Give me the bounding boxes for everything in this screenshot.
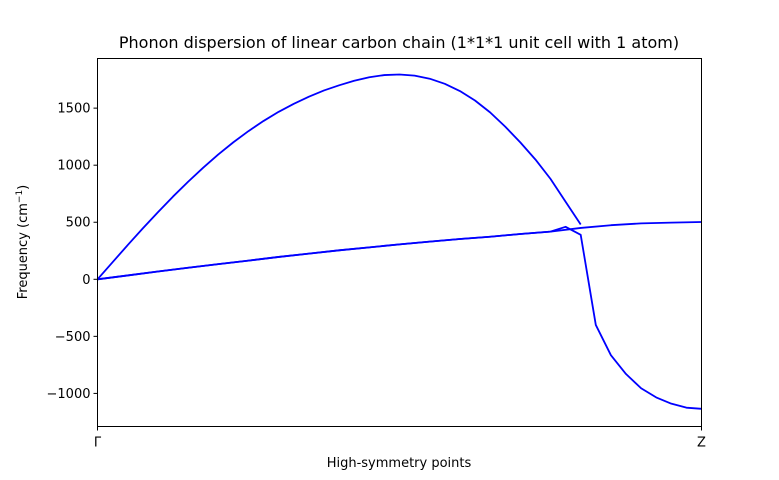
y-tick-label: 1500 <box>57 102 90 117</box>
plot-frame <box>97 58 702 427</box>
x-axis-label: High-symmetry points <box>327 456 472 471</box>
y-axis-label-sup: −1 <box>15 190 25 203</box>
chart-title: Phonon dispersion of linear carbon chain… <box>119 33 679 52</box>
y-axis-label-close: ) <box>16 185 31 190</box>
y-axis-ticks: −1000 −500 0 500 1000 1500 <box>47 102 98 402</box>
y-tick-label: 0 <box>82 273 90 288</box>
y-tick-label: −500 <box>55 330 91 345</box>
y-axis-label: Frequency (cm−1) <box>15 185 31 300</box>
series-lines <box>96 73 702 410</box>
y-axis-label-main: Frequency (cm <box>16 203 31 299</box>
y-tick-label: −1000 <box>47 387 91 402</box>
y-tick-label: 500 <box>66 216 91 231</box>
series-line-3 <box>97 225 702 410</box>
series-line-1 <box>96 73 582 280</box>
x-tick-label: Γ <box>94 436 102 451</box>
y-tick-label: 1000 <box>57 159 90 174</box>
x-tick-label: Z <box>697 436 706 451</box>
series-line-2 <box>97 221 702 281</box>
